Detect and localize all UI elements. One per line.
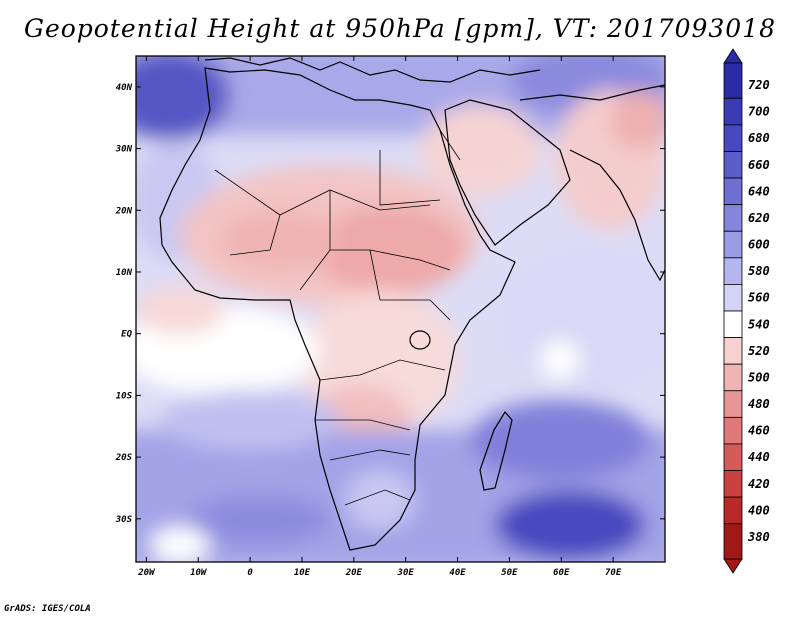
colorbar-swatch xyxy=(723,151,743,179)
colorbar-swatch xyxy=(723,204,743,232)
lat-label: 20N xyxy=(115,206,133,216)
colorbar-swatch xyxy=(723,124,743,152)
lon-label: 10E xyxy=(294,568,311,578)
colorbar-label: 640 xyxy=(748,184,770,198)
lon-label: 20E xyxy=(345,568,363,578)
colorbar-label: 660 xyxy=(748,158,770,172)
europe-coastline xyxy=(204,57,541,83)
arabia-coastline xyxy=(444,99,571,246)
lat-label: EQ xyxy=(121,330,132,340)
lon-label: 60E xyxy=(553,568,570,578)
asia-coastline xyxy=(519,84,665,282)
colorbar-arrow-bottom xyxy=(723,558,743,574)
colorbar-label: 620 xyxy=(748,211,770,225)
lon-label: 20W xyxy=(137,568,156,578)
colorbar-label: 500 xyxy=(748,370,770,384)
colorbar-label: 700 xyxy=(748,105,770,119)
lon-label: 0 xyxy=(247,568,253,578)
colorbar-swatch xyxy=(723,177,743,206)
colorbar-swatch xyxy=(723,97,743,126)
lat-label: 20S xyxy=(115,453,133,463)
colorbar-swatch xyxy=(723,523,743,560)
colorbar-swatch xyxy=(723,337,743,365)
lon-label: 40E xyxy=(449,568,466,578)
colorbar-label: 440 xyxy=(748,450,770,464)
coastlines xyxy=(159,57,665,551)
lon-label: 70E xyxy=(605,568,622,578)
lon-label: 30E xyxy=(397,568,415,578)
colorbar-swatch xyxy=(723,284,743,312)
colorbar-swatch xyxy=(723,230,743,259)
colorbar-swatch xyxy=(723,443,743,471)
latitude-axis: 40N 30N 20N 10N EQ 10S 20S 30S xyxy=(115,83,665,525)
colorbar-label: 560 xyxy=(748,291,770,305)
map-title: Geopotential Height at 950hPa [gpm], VT:… xyxy=(23,14,777,43)
colorbar-label: 520 xyxy=(748,344,770,358)
colorbar-swatch xyxy=(723,363,743,392)
colorbar-label: 400 xyxy=(748,503,770,517)
lon-label: 10W xyxy=(190,568,208,578)
lake-victoria xyxy=(409,330,431,350)
colorbar-label: 460 xyxy=(748,424,770,438)
colorbar-label: 720 xyxy=(748,78,770,92)
grads-credit: GrADS: IGES/COLA xyxy=(4,604,91,614)
lat-label: 30N xyxy=(115,145,133,155)
colorbar-swatch xyxy=(723,416,743,445)
lon-label: 50E xyxy=(501,568,518,578)
longitude-axis: 20W 10W 0 10E 20E 30E 40E 50E 60E 70E xyxy=(137,56,622,578)
colorbar-label: 420 xyxy=(748,477,770,491)
colorbar-swatch xyxy=(723,470,743,498)
lat-label: 10S xyxy=(116,391,133,401)
colorbar-arrow-top xyxy=(723,48,743,64)
colorbar-label: 540 xyxy=(748,317,770,331)
colorbar-label: 580 xyxy=(748,264,770,278)
madagascar-coastline xyxy=(479,410,513,491)
map-frame xyxy=(135,55,666,563)
colorbar: 720 700 680 660 640 620 600 580 560 540 520 500 480 4… xyxy=(723,48,770,574)
colorbar-swatch xyxy=(723,496,743,525)
colorbar-label: 480 xyxy=(748,397,770,411)
colorbar-swatch xyxy=(723,62,743,99)
colorbar-swatch xyxy=(723,390,743,418)
colorbar-swatch xyxy=(723,310,743,338)
height-field xyxy=(136,56,665,562)
colorbar-swatch xyxy=(723,257,743,285)
country-borders xyxy=(214,129,461,506)
colorbar-label: 600 xyxy=(748,238,770,252)
africa-coastline xyxy=(159,67,516,551)
lat-label: 40N xyxy=(116,83,133,93)
lat-label: 30S xyxy=(115,515,133,525)
colorbar-label: 380 xyxy=(747,530,770,544)
colorbar-label: 680 xyxy=(748,131,770,145)
lat-label: 10N xyxy=(116,268,133,278)
